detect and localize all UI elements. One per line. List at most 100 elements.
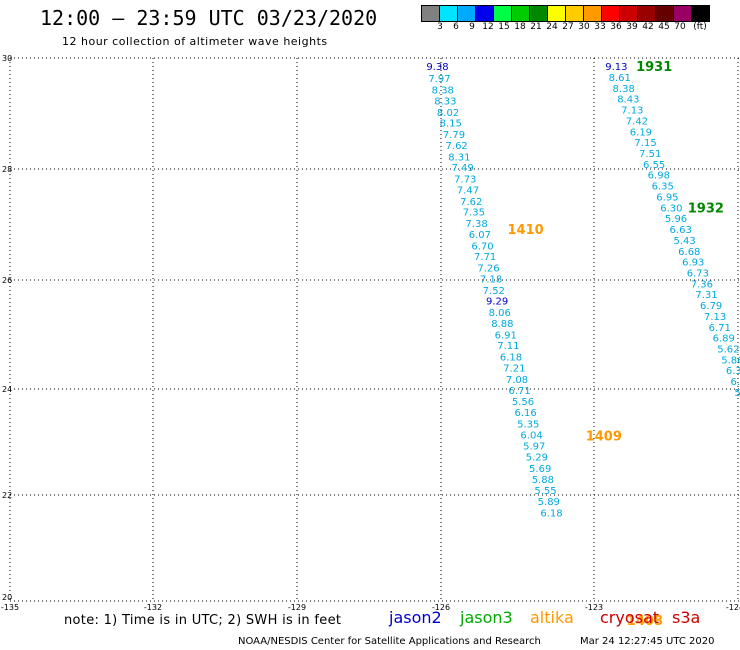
color-scale-label: 18: [514, 22, 526, 32]
color-scale-label: 6: [453, 22, 459, 32]
legend-s3a: s3a: [672, 608, 701, 627]
data-point-label: 7.08: [506, 375, 528, 386]
data-point-label: 7.79: [443, 130, 465, 141]
y-tick-label: 24: [2, 385, 12, 394]
data-point-label: 6.93: [682, 258, 704, 269]
data-point-label: 7.49: [452, 163, 474, 174]
data-point-label: 5.35: [517, 419, 539, 430]
data-point-label: 6.19: [630, 127, 652, 138]
data-point-label: 7.36: [691, 279, 713, 290]
color-scale-cell: [457, 5, 476, 22]
color-scale-label: 70: [674, 22, 686, 32]
color-scale-cell: [493, 5, 512, 22]
data-point-label: 7.62: [460, 197, 482, 208]
data-point-label: 5.43: [674, 236, 696, 247]
color-scale-label: 33: [594, 22, 606, 32]
data-point-label: 6.18: [540, 508, 562, 519]
data-point-label: 8.15: [440, 119, 462, 130]
color-scale-label: 36: [610, 22, 622, 32]
color-scale-cell: [511, 5, 530, 22]
data-point-label: 5.96: [665, 214, 687, 225]
data-point-label: 9.29: [486, 297, 508, 308]
data-point-label: 7.26: [477, 264, 499, 275]
data-point-label: 6.71: [709, 323, 731, 334]
track-time-annotation: 1931: [636, 60, 672, 75]
color-scale-cell: [619, 5, 638, 22]
x-tick-label: -124: [726, 603, 740, 612]
data-point-label: 7.21: [503, 364, 525, 375]
color-scale-label: 45: [658, 22, 670, 32]
legend-jason2: jason2: [389, 608, 442, 627]
data-point-label: 6.16: [514, 408, 536, 419]
x-tick-label: -123: [585, 603, 603, 612]
data-point-label: 8.88: [491, 319, 513, 330]
color-scale-cell: [547, 5, 566, 22]
color-scale-label: 39: [626, 22, 638, 32]
footer-credit: NOAA/NESDIS Center for Satellite Applica…: [238, 636, 541, 647]
data-point-label: 6.91: [495, 330, 517, 341]
y-tick-label: 22: [2, 491, 12, 500]
data-point-label: 5.62: [717, 345, 739, 356]
data-point-label: 7.47: [457, 185, 479, 196]
data-point-label: 7.62: [446, 141, 468, 152]
data-point-label: 6.89: [713, 334, 735, 345]
color-scale-label: 21: [530, 22, 542, 32]
data-point-label: 7.42: [626, 116, 648, 127]
data-point-label: 8.43: [617, 95, 639, 106]
data-point-label: 7.18: [480, 274, 502, 285]
data-point-label: 8.02: [437, 108, 459, 119]
color-scale: [421, 5, 710, 22]
color-scale-cell: [421, 5, 440, 22]
data-point-label: 8.31: [448, 152, 470, 163]
color-scale-label: 42: [642, 22, 654, 32]
color-scale-cell: [637, 5, 656, 22]
data-point-label: 8.06: [489, 308, 511, 319]
data-point-label: 8.33: [434, 96, 456, 107]
page-subtitle: 12 hour collection of altimeter wave hei…: [62, 35, 328, 48]
data-point-label: 8.38: [432, 85, 454, 96]
data-point-label: 5.97: [523, 442, 545, 453]
color-scale-label: 15: [498, 22, 510, 32]
x-tick-label: -135: [1, 603, 19, 612]
y-tick-label: 30: [2, 54, 12, 63]
color-scale-label: 12: [482, 22, 494, 32]
color-scale-cell: [655, 5, 674, 22]
legend-altika: altika: [530, 608, 574, 627]
data-point-label: 8.61: [609, 73, 631, 84]
color-scale-label: 30: [578, 22, 590, 32]
data-point-label: 7.11: [497, 341, 519, 352]
data-point-label: 6.30: [660, 203, 682, 214]
data-point-label: 7.15: [634, 138, 656, 149]
data-point-label: 6.42: [731, 377, 740, 388]
data-point-label: 7.71: [474, 252, 496, 263]
data-point-label: 5.56: [512, 397, 534, 408]
page-title: 12:00 – 23:59 UTC 03/23/2020: [40, 6, 378, 30]
data-point-label: 6.79: [700, 301, 722, 312]
legend-cryosat: cryosat: [600, 608, 660, 627]
x-tick-label: -129: [288, 603, 306, 612]
data-point-label: 9.13: [605, 62, 627, 73]
data-point-label: 7.31: [695, 290, 717, 301]
data-point-label: 5.88: [532, 475, 554, 486]
color-scale-cell: [673, 5, 692, 22]
data-point-label: 6.04: [520, 430, 542, 441]
color-scale-cell: [583, 5, 602, 22]
color-scale-labels: 3 6 9 12 15 18 21 24 27 30 33 36 39 42 4…: [422, 22, 740, 34]
x-tick-label: -132: [144, 603, 162, 612]
color-scale-cell: [475, 5, 494, 22]
color-scale-cell: [601, 5, 620, 22]
track-time-annotation: 1410: [508, 223, 544, 238]
color-scale-unit: (ft): [693, 22, 707, 32]
y-tick-label: 20: [2, 593, 12, 602]
data-point-label: 5.92: [734, 388, 740, 399]
track-time-annotation: 1409: [586, 429, 622, 444]
data-point-label: 6.95: [656, 192, 678, 203]
data-point-label: 5.55: [534, 486, 556, 497]
color-scale-cell: [439, 5, 458, 22]
color-scale-label: 27: [562, 22, 574, 32]
data-point-label: 7.73: [454, 175, 476, 186]
legend-jason3: jason3: [460, 608, 513, 627]
data-point-label: 7.35: [463, 208, 485, 219]
data-point-label: 6.73: [687, 268, 709, 279]
